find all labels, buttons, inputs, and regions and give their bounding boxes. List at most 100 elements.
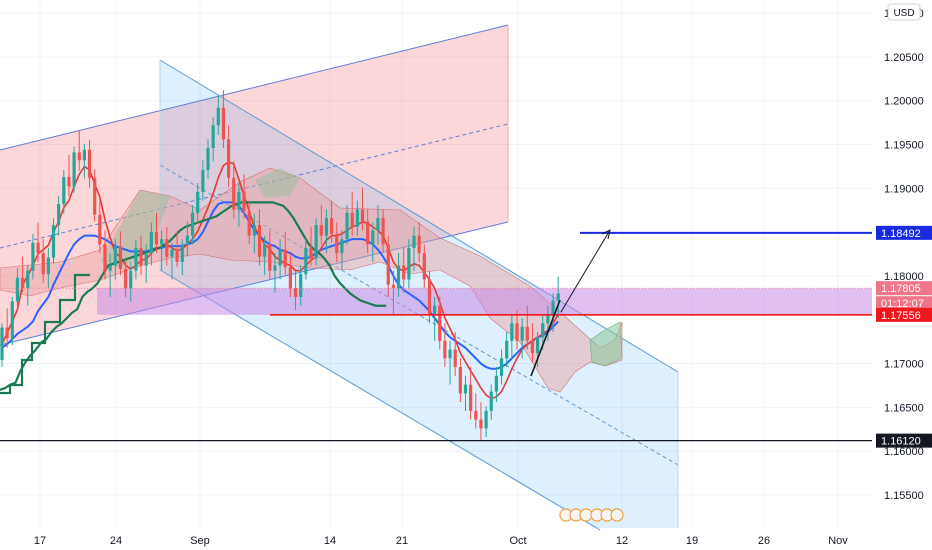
x-tick-label-9: Nov: [828, 535, 848, 547]
candle-body-45: [232, 177, 236, 210]
candle-body-39: [201, 169, 205, 192]
x-tick-label-8: 26: [758, 535, 770, 547]
candle-body-4: [21, 277, 25, 289]
y-tick-label-8: 1.16000: [884, 446, 924, 458]
candle-body-47: [242, 191, 246, 212]
ascending-channel-upper: [0, 24, 509, 151]
x-tick-label-0: 17: [34, 535, 46, 547]
candle-body-36: [185, 235, 189, 245]
candle-body-64: [330, 218, 334, 234]
candle-body-84: [433, 305, 437, 315]
candle-body-49: [252, 225, 256, 236]
candle-body-12: [62, 176, 66, 205]
candle-body-56: [288, 267, 292, 289]
candle-body-70: [360, 209, 365, 222]
price-badge-target-level: [876, 225, 932, 240]
candle-body-95: [489, 391, 493, 411]
candle-body-67: [345, 212, 349, 240]
candle-body-103: [530, 340, 535, 354]
candle-body-65: [335, 233, 339, 254]
y-tick-label-7: 1.16500: [884, 402, 924, 414]
y-tick-label-9: 1.15500: [884, 490, 924, 502]
candle-body-6: [31, 242, 35, 271]
candle-body-82: [422, 253, 426, 280]
event-marker-2: [579, 508, 593, 522]
y-tick-label-3: 1.19500: [884, 140, 924, 152]
candle-body-78: [402, 265, 406, 280]
candle-body-1: [5, 327, 9, 339]
candle-body-3: [15, 277, 20, 302]
candle-body-50: [257, 225, 262, 257]
candle-body-28: [144, 253, 148, 266]
time-axis[interactable]: 17 24 Sep 14 21 Oct 12 19 26 Nov: [34, 535, 848, 547]
candle-body-44: [227, 139, 231, 178]
price-badge-label-target-level: 1.18492: [881, 228, 921, 240]
candle-body-13: [67, 176, 71, 187]
candle-body-51: [263, 244, 267, 257]
candle-body-92: [474, 410, 478, 420]
ascending-channel-mid: [0, 123, 509, 249]
candle-body-66: [340, 239, 344, 254]
candle-body-24: [124, 268, 128, 289]
candle-body-102: [525, 326, 529, 341]
cloud-bullish-future: [589, 321, 623, 367]
currency-badge[interactable]: USD: [887, 3, 921, 21]
ichimoku-cloud: [0, 167, 623, 393]
y-tick-label-4: 1.19000: [884, 183, 924, 195]
projection-arrow: [560, 229, 611, 313]
resistance-zone-box: [97, 288, 872, 315]
drawings: [530, 229, 611, 377]
candle-body-41: [211, 125, 215, 149]
candle-body-7: [36, 242, 40, 254]
candle-body-54: [278, 249, 282, 266]
candle-body-37: [190, 212, 195, 236]
candle-body-71: [366, 221, 370, 245]
price-badge-label-countdown: 01:12:07: [881, 298, 924, 310]
candle-body-32: [165, 239, 169, 257]
candle-body-17: [87, 149, 92, 178]
candle-body-97: [499, 358, 504, 376]
y-tick-label-6: 1.17000: [884, 359, 924, 371]
candle-body-80: [412, 235, 416, 248]
price-badge-label-last-price: 1.17805: [881, 283, 921, 295]
ascending-channel-lower: [0, 221, 509, 346]
candle-body-107: [551, 300, 555, 315]
x-tick-label-7: 19: [686, 535, 698, 547]
event-marker-5: [610, 508, 624, 522]
candlesticks: [0, 90, 560, 441]
candle-body-20: [103, 244, 107, 271]
candle-body-87: [448, 349, 452, 359]
candle-body-63: [324, 218, 329, 236]
candle-body-104: [536, 337, 540, 354]
price-badge-last-price: [876, 281, 932, 296]
cloud-bearish: [0, 167, 623, 393]
x-tick-label-3: 14: [324, 535, 336, 547]
candle-body-43: [221, 107, 226, 140]
candle-body-11: [57, 204, 61, 226]
candle-body-76: [391, 284, 395, 289]
candle-body-61: [314, 225, 318, 259]
candle-body-34: [175, 249, 179, 262]
price-axis[interactable]: 1.210001.205001.200001.195001.190001.180…: [876, 8, 932, 502]
candle-body-53: [273, 265, 277, 271]
candle-body-23: [118, 246, 123, 269]
candle-body-98: [505, 340, 509, 359]
candle-body-21: [108, 265, 112, 271]
candle-body-74: [381, 218, 385, 245]
y-tick-label-1: 1.20500: [884, 52, 924, 64]
economic-events[interactable]: [559, 508, 624, 522]
resistance-zone: [97, 288, 872, 315]
candle-body-79: [407, 247, 411, 280]
candle-body-33: [170, 249, 174, 257]
candle-body-81: [417, 235, 421, 254]
price-levels: [0, 231, 872, 442]
candle-body-72: [371, 230, 375, 245]
candle-body-59: [304, 247, 308, 275]
candle-body-101: [520, 326, 524, 341]
price-badge-label-support-level: 1.17556: [881, 310, 921, 322]
candle-body-15: [77, 152, 81, 161]
descending-channel-upper: [159, 59, 679, 373]
y-tick-label-5: 1.18000: [884, 271, 924, 283]
